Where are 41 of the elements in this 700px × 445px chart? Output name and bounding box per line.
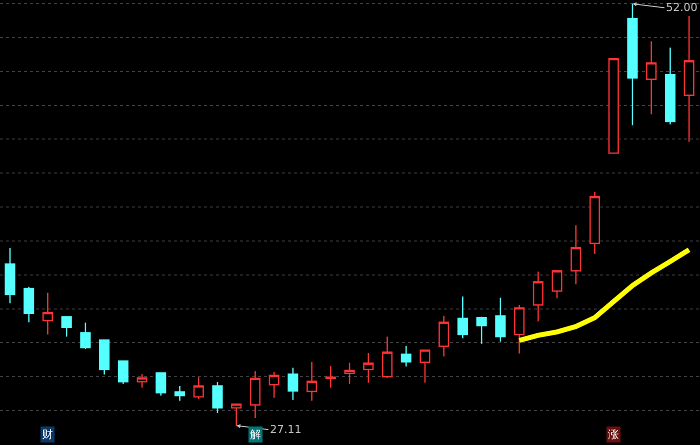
candlestick <box>193 376 204 400</box>
candlestick <box>363 352 374 384</box>
annotation: 52.00 <box>666 1 698 14</box>
candlestick <box>608 58 619 154</box>
candlestick <box>495 297 506 342</box>
candlestick <box>4 247 16 304</box>
text: 财 <box>42 428 53 441</box>
candlestick <box>99 339 110 376</box>
candlestick <box>382 336 393 379</box>
candlestick <box>325 365 336 388</box>
candlestick <box>589 191 600 255</box>
candlestick <box>570 224 582 285</box>
candlestick <box>212 382 223 414</box>
candlestick <box>552 270 562 299</box>
candlestick <box>476 316 487 344</box>
candlestick <box>344 362 355 384</box>
candlestick <box>268 371 280 398</box>
annotation: 27.11 <box>270 423 302 436</box>
candlestick <box>400 345 412 368</box>
candlestick <box>231 403 242 426</box>
candlestick <box>61 316 72 338</box>
candlestick <box>42 292 53 336</box>
candlestick <box>514 304 525 354</box>
candlestick <box>457 296 468 339</box>
candlestick <box>532 270 544 322</box>
candlestick <box>136 373 148 388</box>
text: 涨 <box>608 428 619 441</box>
candlestick <box>250 370 260 419</box>
candlestick <box>438 315 450 358</box>
candlestick <box>646 40 657 115</box>
candlestick <box>306 361 318 402</box>
candlestick <box>24 286 34 323</box>
candlestick <box>156 372 166 396</box>
candlestick <box>664 47 676 126</box>
candlestick <box>684 15 694 142</box>
candlestick <box>288 367 298 401</box>
candlestick <box>420 349 430 384</box>
candlestick <box>118 360 128 384</box>
candlestick <box>80 322 91 350</box>
candlestick <box>174 385 186 402</box>
text: 解 <box>250 428 261 441</box>
